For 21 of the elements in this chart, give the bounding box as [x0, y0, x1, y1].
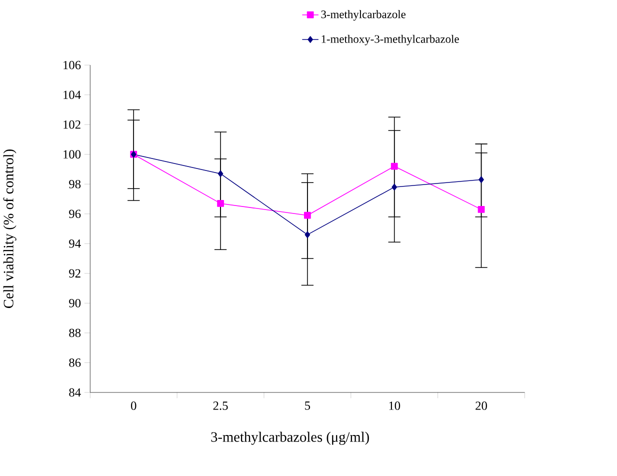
y-tick-label: 102: [64, 120, 80, 129]
y-tick-label: 104: [64, 90, 81, 100]
x-tick-label: 0: [130, 402, 136, 410]
y-tick-label: 92: [69, 269, 80, 278]
y-tick-label: 88: [69, 328, 81, 338]
y-tick-label: 84: [69, 388, 81, 397]
x-tick-label: 20: [476, 402, 487, 410]
x-axis-title: 3-methylcarbazoles (μg/ml): [211, 432, 369, 445]
legend-label: 3-methylcarbazole: [321, 10, 406, 21]
y-tick-label: 100: [64, 150, 81, 159]
x-tick-label: 5: [305, 402, 310, 410]
x-tick-label: 10: [389, 402, 400, 410]
y-tick-label: 96: [69, 210, 81, 218]
legend-label: 1-methoxy-3-methylcarbazole: [322, 34, 459, 46]
y-tick-label: 98: [69, 180, 81, 188]
x-tick-label: 2.5: [213, 402, 228, 410]
y-tick-label: 86: [69, 358, 81, 368]
y-axis-title: Cell viability (% of control): [3, 150, 16, 308]
y-tick-label: 106: [64, 61, 81, 70]
y-tick-label: 94: [69, 240, 81, 248]
y-tick-label: 90: [69, 299, 81, 308]
